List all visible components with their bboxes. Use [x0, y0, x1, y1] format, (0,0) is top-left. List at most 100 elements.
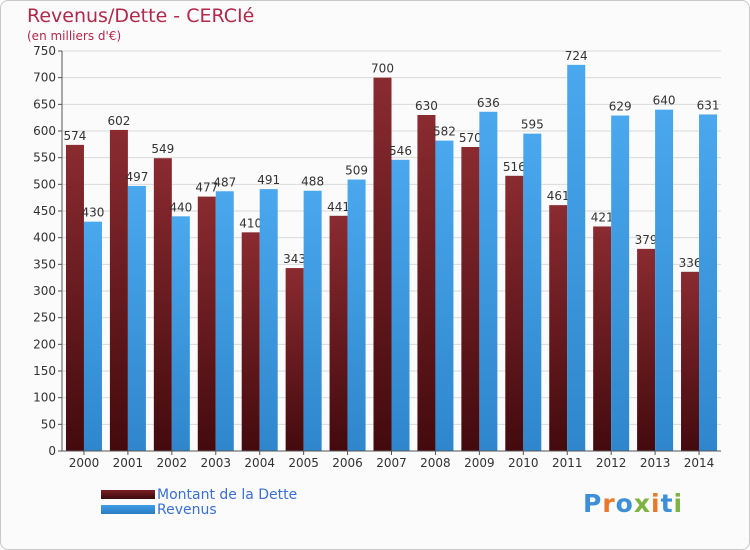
y-tick-label: 50	[41, 417, 56, 431]
data-label-debt: 421	[591, 210, 614, 224]
legend-swatch-revenue	[101, 505, 155, 514]
data-label-debt: 410	[239, 216, 262, 230]
x-tick-label: 2001	[113, 456, 144, 470]
data-label-revenue: 724	[565, 49, 588, 63]
bar-debt	[681, 271, 700, 451]
bar-debt	[373, 77, 392, 452]
y-tick-label: 550	[33, 151, 56, 165]
legend-label-debt: Montant de la Dette	[157, 486, 298, 503]
data-label-debt: 700	[371, 62, 394, 76]
y-tick-label: 600	[33, 124, 56, 138]
data-label-debt: 343	[283, 252, 306, 266]
bar-debt	[329, 215, 348, 451]
bar-debt	[153, 158, 172, 451]
data-label-debt: 630	[415, 99, 438, 113]
x-tick-label: 2014	[684, 456, 715, 470]
bar-debt	[505, 175, 524, 452]
y-tick-label: 500	[33, 177, 56, 191]
data-label-revenue: 640	[653, 94, 676, 108]
bar-debt	[285, 268, 304, 451]
y-tick-label: 750	[33, 44, 56, 58]
data-label-debt: 477	[195, 181, 218, 195]
y-tick-label: 0	[48, 444, 56, 458]
x-tick-label: 2007	[376, 456, 407, 470]
x-tick-label: 2006	[332, 456, 363, 470]
data-label-debt: 516	[503, 160, 526, 174]
chart-subtitle: (en milliers d'€)	[27, 29, 122, 43]
data-label-debt: 549	[151, 142, 174, 156]
y-tick-label: 250	[33, 311, 56, 325]
data-label-revenue: 491	[257, 173, 280, 187]
x-tick-label: 2004	[244, 456, 275, 470]
data-label-debt: 602	[107, 114, 130, 128]
bar-revenue	[127, 185, 146, 451]
y-tick-label: 700	[33, 71, 56, 85]
bar-revenue	[259, 189, 278, 451]
data-label-debt: 574	[64, 129, 87, 143]
data-label-revenue: 509	[345, 164, 368, 178]
y-tick-label: 150	[33, 364, 56, 378]
bar-debt	[461, 147, 480, 451]
bar-revenue	[391, 159, 410, 452]
x-tick-label: 2008	[420, 456, 451, 470]
data-label-debt: 570	[459, 131, 482, 145]
proxiti-logo-letter: i	[673, 489, 684, 518]
y-tick-label: 450	[33, 204, 56, 218]
proxiti-logo-letter: t	[660, 489, 674, 518]
data-label-revenue: 631	[697, 98, 720, 112]
y-tick-label: 200	[33, 337, 56, 351]
bar-revenue	[567, 64, 586, 451]
bar-debt	[109, 129, 128, 451]
legend-swatch-debt	[101, 490, 155, 499]
proxiti-logo-letter: x	[633, 489, 651, 518]
y-tick-label: 300	[33, 284, 56, 298]
bar-revenue	[655, 109, 674, 452]
bar-revenue	[699, 114, 718, 451]
y-tick-label: 650	[33, 97, 56, 111]
y-tick-label: 350	[33, 257, 56, 271]
x-tick-label: 2011	[552, 456, 583, 470]
y-tick-label: 400	[33, 231, 56, 245]
bar-revenue	[215, 191, 234, 451]
bar-debt	[417, 115, 436, 451]
bar-revenue	[523, 133, 542, 451]
x-tick-label: 2010	[508, 456, 539, 470]
legend-item-revenue: Revenus	[101, 501, 297, 518]
data-label-debt: 379	[635, 233, 658, 247]
data-label-revenue: 430	[82, 206, 105, 220]
bar-debt	[549, 205, 568, 451]
x-tick-label: 2009	[464, 456, 495, 470]
proxiti-logo: Proxiti	[583, 489, 683, 518]
proxiti-logo-letter: i	[651, 489, 661, 518]
data-label-revenue: 636	[477, 96, 500, 110]
bar-revenue	[83, 221, 102, 451]
bar-debt	[65, 144, 84, 451]
x-tick-label: 2000	[69, 456, 100, 470]
data-label-revenue: 497	[125, 170, 148, 184]
x-tick-label: 2012	[596, 456, 627, 470]
x-tick-label: 2003	[200, 456, 231, 470]
x-tick-label: 2013	[640, 456, 671, 470]
bar-revenue	[347, 179, 366, 452]
data-label-revenue: 546	[389, 144, 412, 158]
data-label-debt: 441	[327, 200, 350, 214]
legend-label-revenue: Revenus	[157, 501, 217, 518]
data-label-revenue: 595	[521, 118, 544, 132]
chart-title: Revenus/Dette - CERCIé	[27, 5, 255, 27]
data-label-revenue: 488	[301, 175, 324, 189]
bar-debt	[593, 226, 612, 451]
data-label-revenue: 440	[169, 200, 192, 214]
bar-debt	[637, 248, 656, 451]
proxiti-logo-letter: P	[583, 489, 603, 518]
x-tick-label: 2005	[288, 456, 319, 470]
data-label-revenue: 487	[213, 175, 236, 189]
data-label-revenue: 582	[433, 125, 456, 139]
bar-revenue	[435, 140, 454, 451]
proxiti-logo-letter: o	[615, 489, 634, 518]
bar-revenue	[479, 111, 498, 452]
legend: Montant de la Dette Revenus	[101, 486, 298, 518]
bar-debt	[241, 232, 260, 451]
bar-revenue	[171, 216, 190, 451]
data-label-debt: 336	[679, 256, 702, 270]
